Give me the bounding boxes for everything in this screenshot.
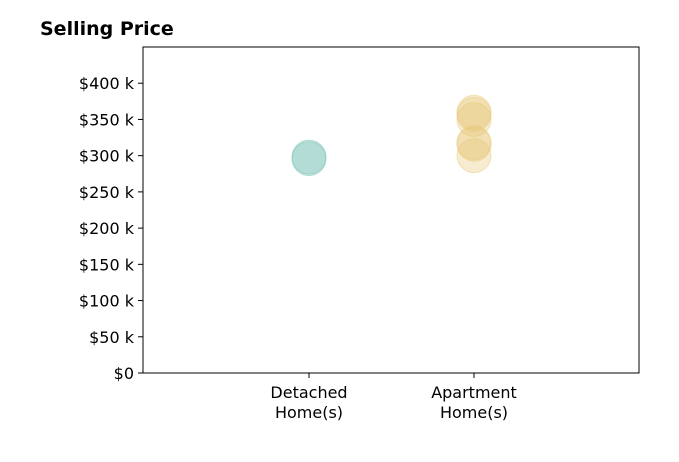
plot-frame (142, 46, 640, 374)
y-tick-label: $200 k (79, 219, 135, 238)
x-tick-label: Home(s) (440, 403, 508, 422)
data-point (456, 138, 492, 174)
x-tick-label: Home(s) (275, 403, 343, 422)
data-points (291, 94, 492, 177)
y-tick-label: $100 k (79, 292, 135, 311)
y-axis: $0 $50 k $100 k $150 k $200 k $250 k $300 k $35… (79, 74, 143, 383)
y-tick-label: $0 (114, 364, 134, 383)
y-tick-label: $300 k (79, 147, 135, 166)
y-tick-label: $250 k (79, 183, 135, 202)
chart-title: Selling Price (40, 18, 174, 40)
y-tick-label: $50 k (89, 328, 135, 347)
x-tick-label: Detached (270, 383, 347, 402)
data-point (456, 101, 492, 137)
y-tick-label: $400 k (79, 74, 135, 93)
x-tick-label: Apartment (431, 383, 517, 402)
data-point (456, 94, 492, 130)
y-tick-label: $350 k (79, 110, 135, 129)
data-point (291, 139, 327, 175)
y-tick-label: $150 k (79, 255, 135, 274)
